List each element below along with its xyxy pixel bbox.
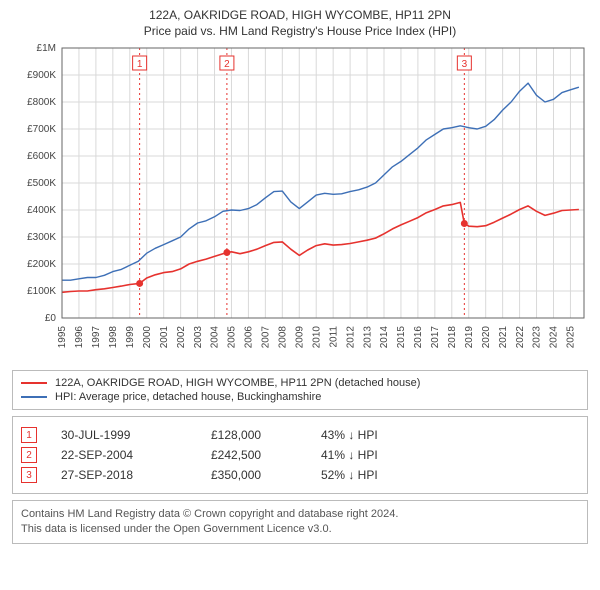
svg-text:£900K: £900K	[27, 70, 56, 81]
svg-text:2025: 2025	[566, 326, 577, 349]
svg-text:2008: 2008	[278, 326, 289, 349]
legend: 122A, OAKRIDGE ROAD, HIGH WYCOMBE, HP11 …	[12, 370, 588, 410]
legend-label: 122A, OAKRIDGE ROAD, HIGH WYCOMBE, HP11 …	[55, 377, 420, 389]
svg-text:2016: 2016	[413, 326, 424, 349]
svg-text:2004: 2004	[210, 326, 221, 349]
footer-line-2: This data is licensed under the Open Gov…	[21, 522, 579, 537]
svg-text:2007: 2007	[261, 326, 272, 349]
svg-text:2017: 2017	[430, 326, 441, 349]
legend-item: 122A, OAKRIDGE ROAD, HIGH WYCOMBE, HP11 …	[21, 377, 579, 389]
legend-item: HPI: Average price, detached house, Buck…	[21, 391, 579, 403]
svg-text:2012: 2012	[345, 326, 356, 349]
svg-text:2009: 2009	[294, 326, 305, 349]
sale-row: 1 30-JUL-1999£128,00043% ↓ HPI	[21, 427, 579, 443]
sale-price: £128,000	[211, 428, 321, 442]
sale-delta: 41% ↓ HPI	[321, 448, 441, 462]
sale-delta: 43% ↓ HPI	[321, 428, 441, 442]
svg-text:2024: 2024	[549, 326, 560, 349]
svg-text:2014: 2014	[379, 326, 390, 349]
titles: 122A, OAKRIDGE ROAD, HIGH WYCOMBE, HP11 …	[12, 8, 588, 38]
svg-text:£1M: £1M	[37, 43, 56, 54]
figure-container: 122A, OAKRIDGE ROAD, HIGH WYCOMBE, HP11 …	[0, 0, 600, 590]
legend-swatch	[21, 382, 47, 384]
legend-swatch	[21, 396, 47, 398]
sale-marker: 2	[21, 447, 37, 463]
svg-text:£0: £0	[45, 313, 57, 324]
svg-text:£700K: £700K	[27, 124, 56, 135]
svg-text:2005: 2005	[227, 326, 238, 349]
svg-text:2015: 2015	[396, 326, 407, 349]
sale-price: £350,000	[211, 468, 321, 482]
svg-text:2010: 2010	[311, 326, 322, 349]
svg-text:£100K: £100K	[27, 286, 56, 297]
sales-table: 1 30-JUL-1999£128,00043% ↓ HPI 2 22-SEP-200…	[12, 416, 588, 494]
sale-date: 30-JUL-1999	[61, 428, 211, 442]
line-chart: £0 £100K £200K £300K £400K £500K £600K £700K £80…	[12, 42, 588, 364]
svg-text:2006: 2006	[244, 326, 255, 349]
svg-text:£300K: £300K	[27, 232, 56, 243]
footer-line-1: Contains HM Land Registry data © Crown c…	[21, 507, 579, 522]
sale-marker: 1	[21, 427, 37, 443]
svg-text:2019: 2019	[464, 326, 475, 349]
svg-text:2023: 2023	[532, 326, 543, 349]
svg-text:2022: 2022	[515, 326, 526, 349]
sale-row: 2 22-SEP-2004£242,50041% ↓ HPI	[21, 447, 579, 463]
chart-area: £0 £100K £200K £300K £400K £500K £600K £700K £80…	[12, 42, 588, 364]
svg-text:2: 2	[224, 59, 230, 70]
svg-text:2018: 2018	[447, 326, 458, 349]
svg-text:1: 1	[137, 59, 143, 70]
sale-price: £242,500	[211, 448, 321, 462]
svg-text:1998: 1998	[108, 326, 119, 349]
svg-text:2000: 2000	[142, 326, 153, 349]
svg-text:£500K: £500K	[27, 178, 56, 189]
svg-text:2003: 2003	[193, 326, 204, 349]
title-line-1: 122A, OAKRIDGE ROAD, HIGH WYCOMBE, HP11 …	[12, 8, 588, 22]
svg-text:2020: 2020	[481, 326, 492, 349]
svg-text:3: 3	[462, 59, 468, 70]
svg-text:1996: 1996	[74, 326, 85, 349]
sale-delta: 52% ↓ HPI	[321, 468, 441, 482]
svg-text:2002: 2002	[176, 326, 187, 349]
svg-text:1997: 1997	[91, 326, 102, 349]
sale-date: 27-SEP-2018	[61, 468, 211, 482]
svg-text:1999: 1999	[125, 326, 136, 349]
svg-text:2011: 2011	[328, 326, 339, 348]
svg-text:£400K: £400K	[27, 205, 56, 216]
legend-label: HPI: Average price, detached house, Buck…	[55, 391, 321, 403]
attribution-footer: Contains HM Land Registry data © Crown c…	[12, 500, 588, 544]
title-line-2: Price paid vs. HM Land Registry's House …	[12, 24, 588, 38]
sale-marker: 3	[21, 467, 37, 483]
svg-text:1995: 1995	[57, 326, 68, 349]
svg-text:2001: 2001	[159, 326, 170, 349]
sale-date: 22-SEP-2004	[61, 448, 211, 462]
svg-text:£600K: £600K	[27, 151, 56, 162]
svg-text:£800K: £800K	[27, 97, 56, 108]
svg-text:2013: 2013	[362, 326, 373, 349]
svg-text:£200K: £200K	[27, 259, 56, 270]
sale-row: 3 27-SEP-2018£350,00052% ↓ HPI	[21, 467, 579, 483]
svg-text:2021: 2021	[498, 326, 509, 349]
